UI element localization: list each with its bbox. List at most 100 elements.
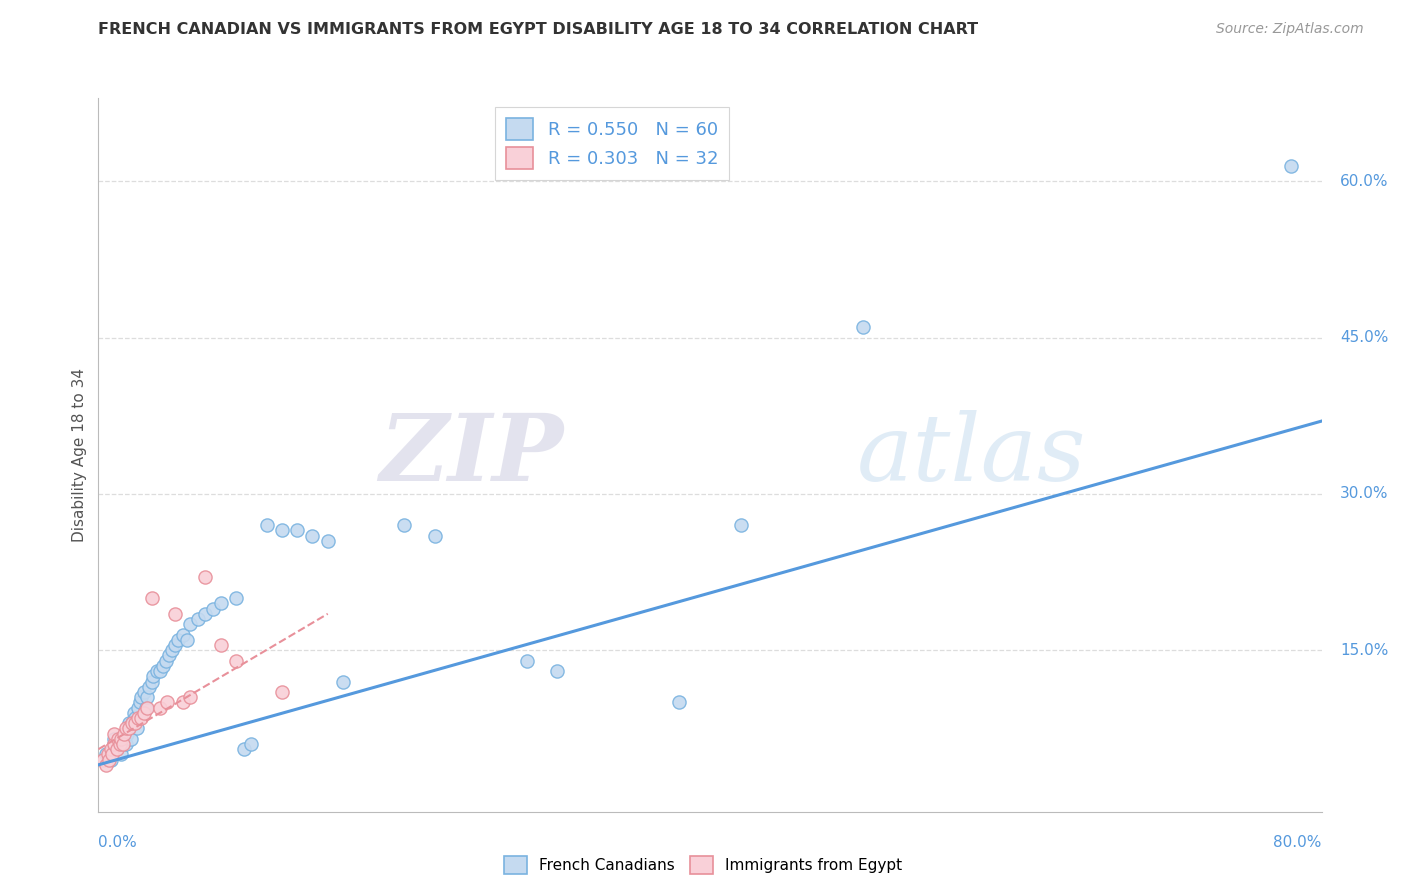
Point — [316, 533, 339, 548]
Point — [103, 737, 125, 751]
Point — [134, 685, 156, 699]
Point — [179, 690, 201, 705]
Point — [110, 731, 132, 746]
Point — [187, 612, 209, 626]
Point — [124, 711, 146, 725]
Point — [232, 742, 254, 756]
Point — [179, 617, 201, 632]
Point — [209, 638, 232, 652]
Text: 0.0%: 0.0% — [98, 835, 138, 850]
Point — [270, 524, 292, 538]
Point — [107, 731, 129, 746]
Point — [167, 632, 190, 647]
Point — [256, 518, 278, 533]
Text: 80.0%: 80.0% — [1274, 835, 1322, 850]
Point — [135, 700, 157, 714]
Point — [112, 726, 135, 740]
Point — [392, 518, 416, 533]
Point — [108, 737, 131, 751]
Legend: French Canadians, Immigrants from Egypt: French Canadians, Immigrants from Egypt — [498, 850, 908, 880]
Point — [112, 726, 135, 740]
Point — [163, 638, 186, 652]
Point — [128, 695, 150, 709]
Point — [110, 747, 132, 762]
Point — [105, 742, 128, 756]
Point — [156, 695, 179, 709]
Point — [546, 664, 568, 678]
Text: ZIP: ZIP — [380, 410, 564, 500]
Point — [160, 643, 183, 657]
Point — [852, 320, 875, 334]
Point — [225, 654, 247, 668]
Point — [172, 627, 194, 641]
Point — [103, 726, 125, 740]
Point — [110, 737, 132, 751]
Point — [136, 700, 159, 714]
Point — [142, 669, 165, 683]
Point — [149, 664, 172, 678]
Point — [157, 648, 180, 663]
Point — [423, 529, 446, 543]
Point — [100, 753, 122, 767]
Text: 30.0%: 30.0% — [1340, 486, 1389, 501]
Point — [172, 695, 194, 709]
Point — [115, 737, 138, 751]
Point — [115, 722, 138, 736]
Point — [107, 737, 129, 751]
Point — [97, 747, 120, 762]
Point — [194, 607, 217, 621]
Point — [121, 716, 143, 731]
Point — [118, 722, 141, 736]
Point — [111, 731, 134, 746]
Point — [121, 716, 143, 731]
Point — [129, 711, 152, 725]
Point — [118, 722, 141, 736]
Point — [124, 716, 146, 731]
Point — [98, 753, 121, 767]
Point — [145, 664, 167, 678]
Point — [285, 524, 308, 538]
Point — [155, 654, 177, 668]
Point — [202, 601, 225, 615]
Text: 15.0%: 15.0% — [1340, 643, 1388, 657]
Text: FRENCH CANADIAN VS IMMIGRANTS FROM EGYPT DISABILITY AGE 18 TO 34 CORRELATION CHA: FRENCH CANADIAN VS IMMIGRANTS FROM EGYPT… — [98, 22, 979, 37]
Point — [176, 632, 198, 647]
Point — [149, 700, 172, 714]
Point — [111, 737, 134, 751]
Point — [141, 591, 163, 606]
Point — [120, 731, 142, 746]
Text: atlas: atlas — [856, 410, 1087, 500]
Point — [301, 529, 323, 543]
Text: 60.0%: 60.0% — [1340, 174, 1389, 189]
Text: 45.0%: 45.0% — [1340, 330, 1388, 345]
Point — [163, 607, 186, 621]
Point — [91, 753, 114, 767]
Point — [668, 695, 690, 709]
Point — [138, 680, 160, 694]
Point — [94, 757, 117, 772]
Point — [332, 674, 354, 689]
Point — [136, 690, 159, 705]
Point — [209, 596, 232, 610]
Point — [127, 700, 149, 714]
Point — [94, 747, 117, 762]
Point — [516, 654, 538, 668]
Point — [240, 737, 263, 751]
Point — [100, 742, 122, 756]
Legend: R = 0.550   N = 60, R = 0.303   N = 32: R = 0.550 N = 60, R = 0.303 N = 32 — [495, 107, 730, 180]
Point — [225, 591, 247, 606]
Point — [141, 674, 163, 689]
Point — [1279, 159, 1302, 173]
Point — [194, 570, 217, 584]
Point — [134, 706, 156, 720]
Point — [127, 711, 149, 725]
Point — [270, 685, 292, 699]
Point — [105, 742, 128, 756]
Y-axis label: Disability Age 18 to 34: Disability Age 18 to 34 — [72, 368, 87, 542]
Point — [122, 706, 145, 720]
Point — [118, 716, 141, 731]
Text: Source: ZipAtlas.com: Source: ZipAtlas.com — [1216, 22, 1364, 37]
Point — [103, 737, 125, 751]
Point — [152, 658, 174, 673]
Point — [125, 722, 148, 736]
